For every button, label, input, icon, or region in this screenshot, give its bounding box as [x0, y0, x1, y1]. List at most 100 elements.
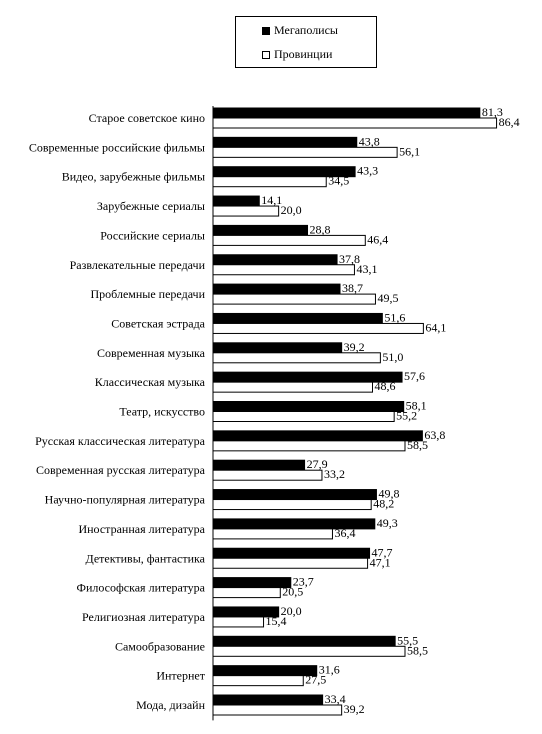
bar-provinces — [212, 440, 406, 452]
value-label-provinces: 51,0 — [382, 350, 403, 364]
value-label-provinces: 39,2 — [344, 702, 365, 716]
category-label: Мода, дизайн — [136, 698, 205, 712]
value-label-provinces: 58,5 — [407, 643, 428, 657]
category-label: Советская эстрада — [111, 316, 205, 330]
category-label: Научно-популярная литература — [45, 493, 206, 507]
bar-megapolises — [212, 342, 343, 354]
category-label: Детективы, фантастика — [85, 551, 205, 565]
value-label-megapolises: 55,5 — [397, 633, 418, 647]
bar-megapolises — [212, 665, 318, 677]
bar-provinces — [212, 499, 372, 511]
legend-item-provinces: Провинции — [262, 47, 332, 62]
bar-provinces — [212, 381, 374, 393]
bar-megapolises — [212, 224, 309, 236]
value-label-megapolises: 23,7 — [293, 575, 314, 589]
bar-megapolises — [212, 547, 371, 559]
category-label: Развлекательные передачи — [70, 258, 206, 272]
category-label: Интернет — [156, 669, 205, 683]
bar-megapolises — [212, 489, 377, 501]
value-label-megapolises: 43,8 — [359, 134, 380, 148]
value-label-provinces: 46,4 — [367, 232, 388, 246]
value-label-megapolises: 38,7 — [342, 281, 363, 295]
value-label-provinces: 15,4 — [266, 614, 287, 628]
value-label-provinces: 56,1 — [399, 144, 420, 158]
category-label: Религиозная литература — [82, 610, 206, 624]
value-label-provinces: 48,2 — [373, 497, 394, 511]
bar-megapolises — [212, 312, 383, 324]
value-label-megapolises: 51,6 — [384, 310, 405, 324]
value-label-megapolises: 27,9 — [307, 457, 328, 471]
legend-swatch-megapolises — [262, 26, 270, 35]
value-label-megapolises: 43,3 — [357, 164, 378, 178]
bar-megapolises — [212, 459, 306, 471]
bar-provinces — [212, 675, 304, 687]
value-label-megapolises: 20,0 — [281, 604, 302, 618]
value-label-megapolises: 14,1 — [261, 193, 282, 207]
value-label-megapolises: 33,4 — [325, 692, 346, 706]
bar-provinces — [212, 146, 398, 158]
value-label-megapolises: 37,8 — [339, 252, 360, 266]
category-label: Видео, зарубежные фильмы — [62, 170, 205, 184]
category-label: Классическая музыка — [95, 375, 206, 389]
bar-provinces — [212, 645, 406, 657]
value-label-provinces: 86,4 — [499, 115, 520, 129]
category-label: Современные российские фильмы — [29, 140, 205, 154]
category-label: Самообразование — [115, 639, 205, 653]
category-label: Иностранная литература — [78, 522, 205, 536]
bar-megapolises — [212, 635, 396, 647]
bar-megapolises — [212, 195, 260, 207]
category-label: Проблемные передачи — [90, 287, 205, 301]
value-label-provinces: 20,5 — [282, 585, 303, 599]
value-label-megapolises: 63,8 — [424, 428, 445, 442]
value-label-megapolises: 57,6 — [404, 369, 425, 383]
category-label: Зарубежные сериалы — [97, 199, 205, 213]
value-label-provinces: 49,5 — [377, 291, 398, 305]
bar-provinces — [212, 469, 323, 481]
value-label-provinces: 58,5 — [407, 438, 428, 452]
value-label-provinces: 55,2 — [396, 409, 417, 423]
value-label-megapolises: 81,3 — [482, 105, 503, 119]
value-label-provinces: 33,2 — [324, 467, 345, 481]
category-label: Русская классическая литература — [35, 434, 206, 448]
value-label-megapolises: 49,3 — [377, 516, 398, 530]
bar-provinces — [212, 528, 333, 540]
legend-label-megapolises: Мегаполисы — [274, 23, 338, 37]
value-label-provinces: 34,5 — [328, 174, 349, 188]
legend-item-megapolises: Мегаполисы — [262, 23, 338, 38]
value-label-provinces: 27,5 — [305, 673, 326, 687]
legend: Мегаполисы Провинции — [235, 16, 377, 68]
value-label-provinces: 43,1 — [356, 262, 377, 276]
bar-megapolises — [212, 136, 358, 148]
category-label: Старое советское кино — [89, 111, 205, 125]
bars-group: Старое советское кино 81,386,4 Современные… — [29, 105, 520, 716]
bar-provinces — [212, 176, 327, 188]
bar-megapolises — [212, 694, 324, 706]
value-label-provinces: 64,1 — [425, 320, 446, 334]
bar-provinces — [212, 264, 355, 276]
bar-provinces — [212, 293, 376, 305]
bar-megapolises — [212, 430, 423, 442]
bar-megapolises — [212, 107, 481, 119]
bar-provinces — [212, 205, 280, 217]
bar-megapolises — [212, 401, 405, 412]
bar-provinces — [212, 234, 366, 246]
value-label-megapolises: 58,1 — [406, 399, 427, 413]
bar-provinces — [212, 352, 381, 364]
bar-provinces — [212, 587, 281, 599]
value-label-megapolises: 39,2 — [344, 340, 365, 354]
bar-megapolises — [212, 254, 338, 266]
bar-provinces — [212, 117, 498, 129]
bar-megapolises — [212, 577, 292, 589]
bar-provinces — [212, 704, 343, 716]
bar-provinces — [212, 411, 395, 422]
category-label: Современная русская литература — [36, 463, 206, 477]
bar-provinces — [212, 322, 424, 334]
value-label-provinces: 20,0 — [281, 203, 302, 217]
value-label-megapolises: 49,8 — [378, 487, 399, 501]
bar-megapolises — [212, 283, 341, 295]
category-label: Российские сериалы — [100, 228, 205, 242]
category-label: Философская литература — [76, 581, 205, 595]
value-label-provinces: 36,4 — [334, 526, 355, 540]
category-label: Театр, искусство — [119, 405, 205, 419]
